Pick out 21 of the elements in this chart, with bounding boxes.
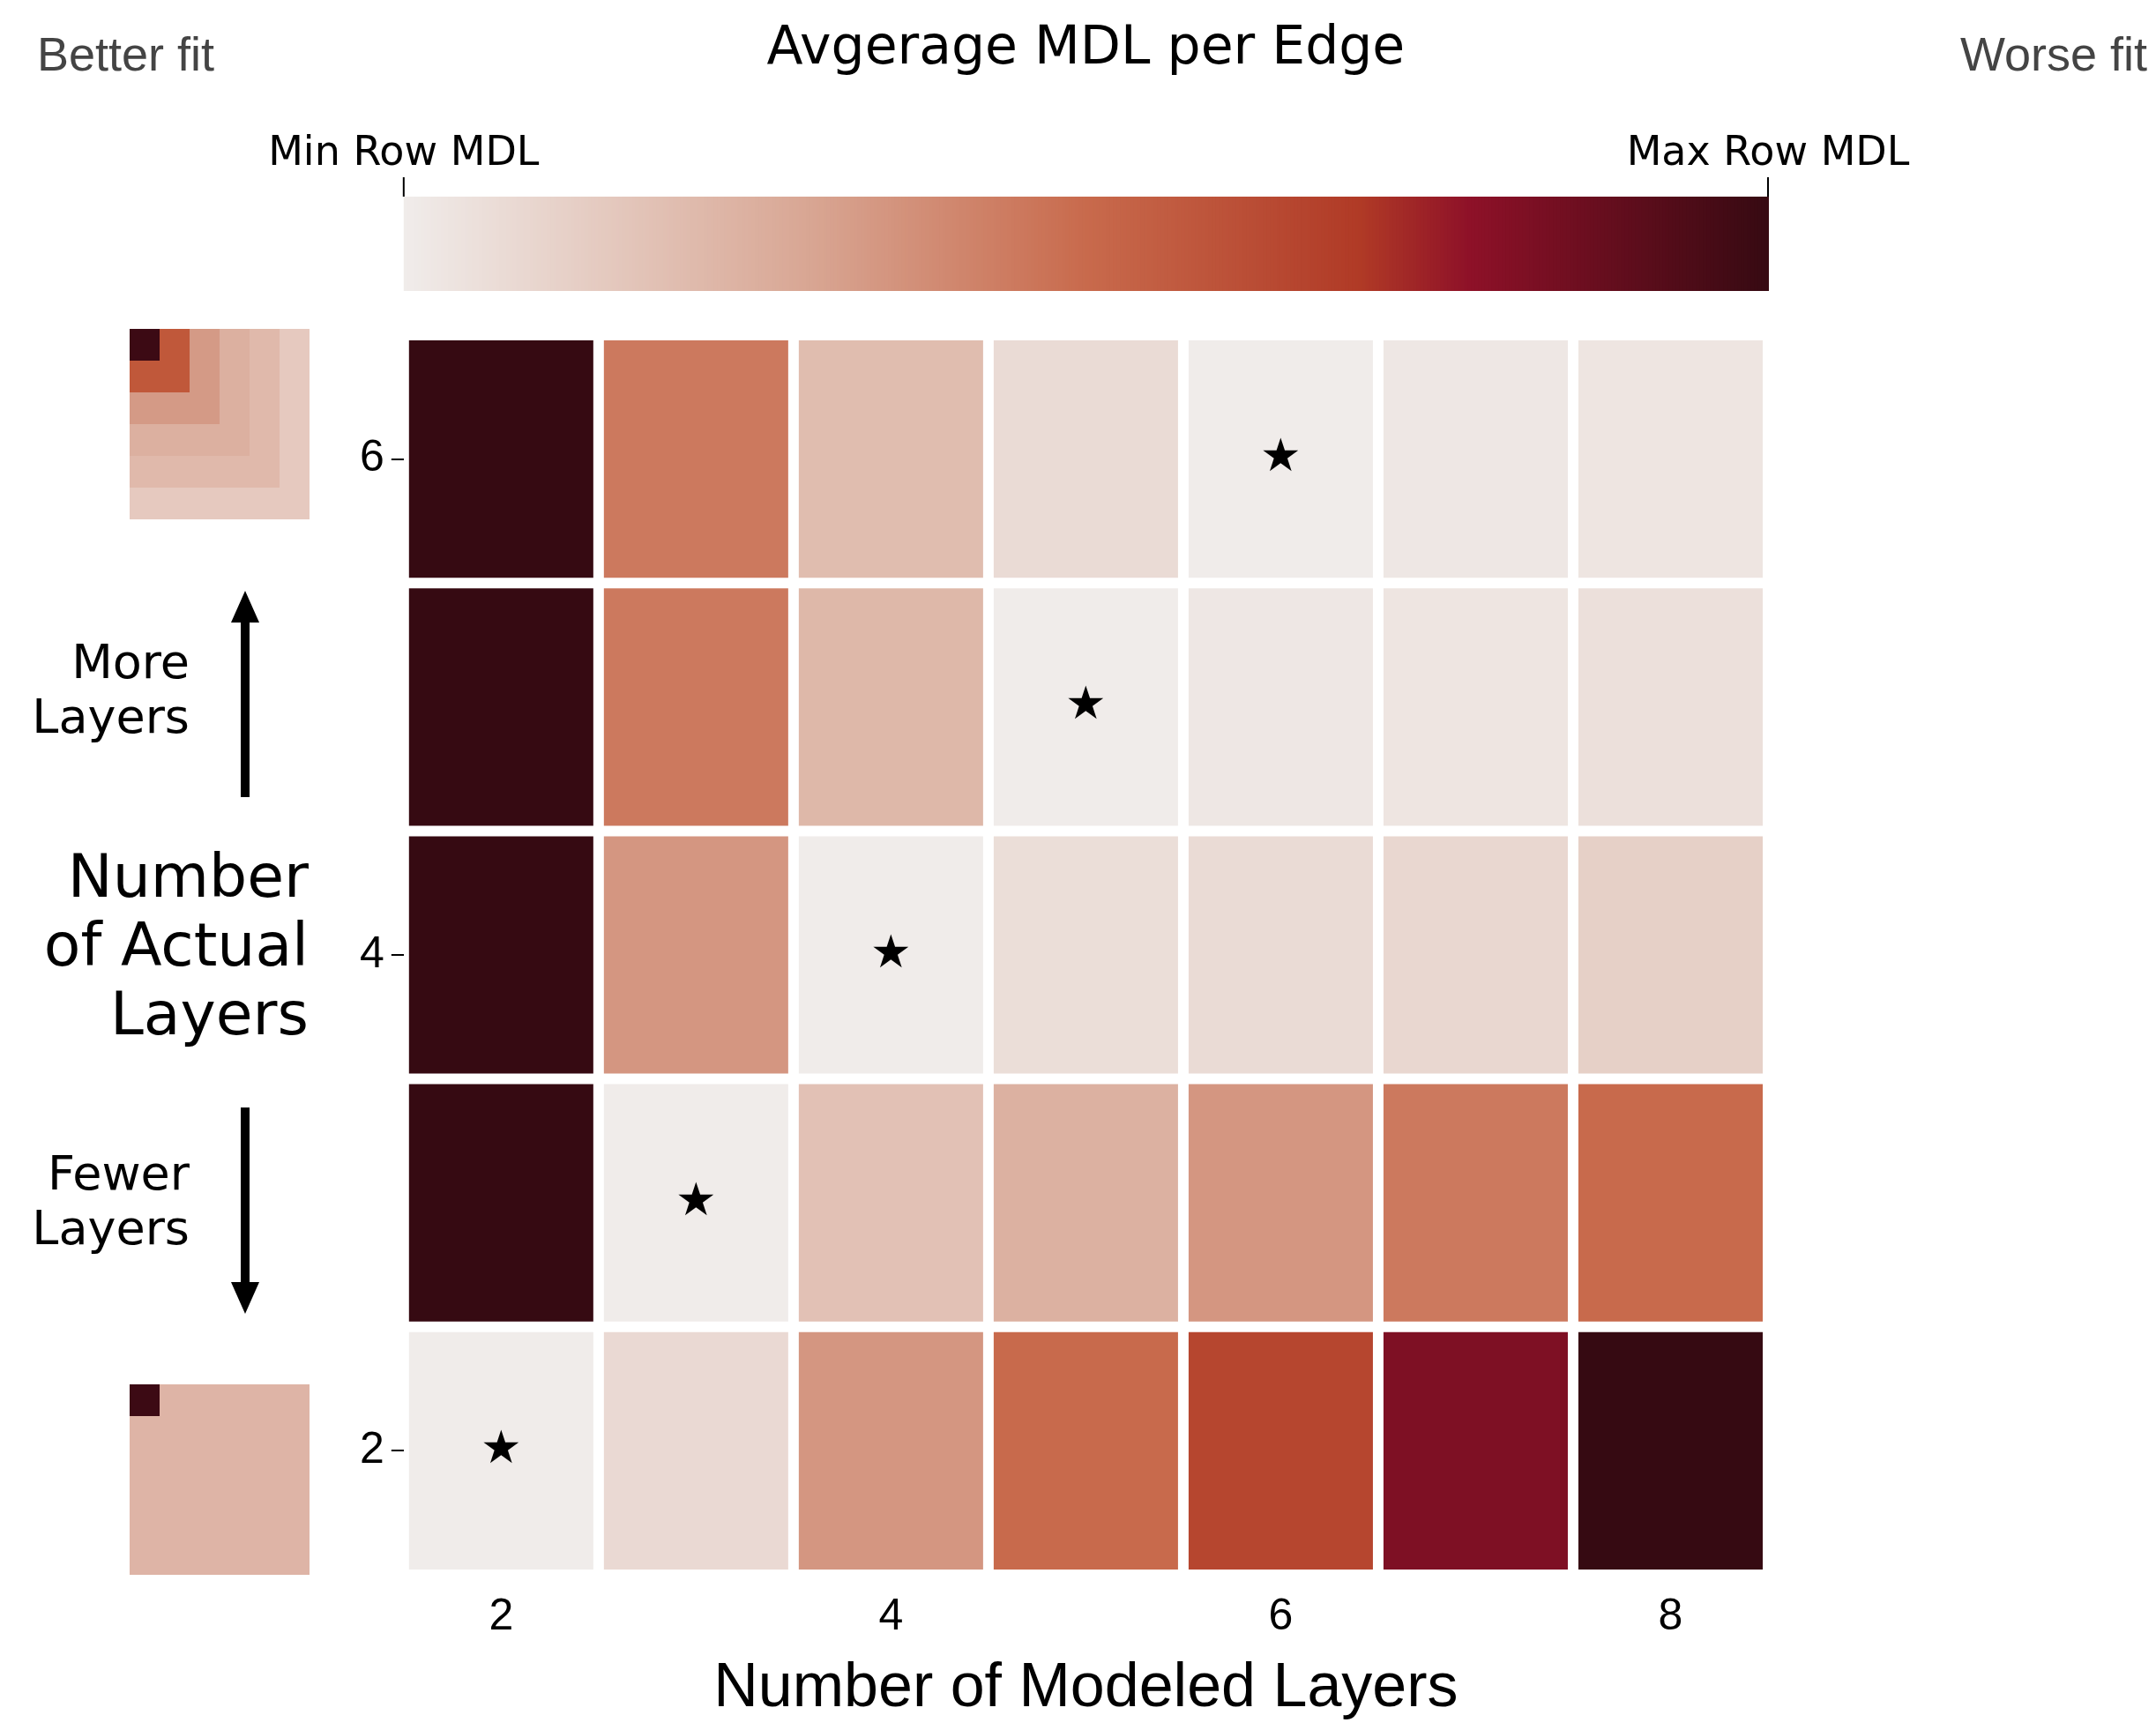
x-tick-label: 2 — [489, 1589, 514, 1639]
x-axis-title: Number of Modeled Layers — [713, 1651, 1458, 1720]
color-bar-label: Min Row MDL — [268, 127, 540, 175]
y-tick-label: 4 — [360, 927, 384, 977]
data-label: ★ — [870, 924, 912, 978]
color-bar-label: Max Row MDL — [1626, 127, 1910, 175]
text: Better fit — [37, 26, 215, 82]
data-label: ★ — [1065, 676, 1107, 730]
y-tick-label: 2 — [360, 1423, 384, 1473]
text: Worse fit — [1959, 26, 2147, 82]
data-label: ★ — [481, 1420, 522, 1473]
y-tick-label: 6 — [360, 431, 384, 481]
chart-title: Avgerage MDL per Edge — [766, 14, 1406, 76]
x-tick-label: 8 — [1658, 1589, 1683, 1639]
y-axis-title: Number of Actual Layers — [43, 841, 309, 1049]
x-tick-label: 6 — [1268, 1589, 1294, 1639]
text: Fewer Layers — [32, 1145, 190, 1256]
data-label: ★ — [1260, 429, 1302, 482]
data-label: ★ — [675, 1172, 717, 1226]
x-tick-label: 4 — [878, 1589, 904, 1639]
text: More Layers — [32, 634, 190, 745]
